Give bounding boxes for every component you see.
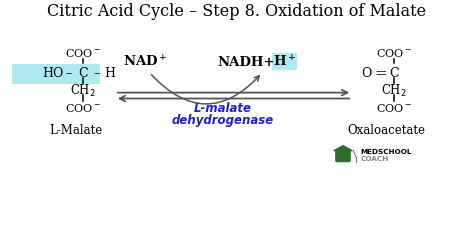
Text: L-malate: L-malate	[194, 103, 252, 115]
FancyArrowPatch shape	[151, 75, 259, 104]
Text: Oxaloacetate: Oxaloacetate	[348, 124, 426, 137]
Text: C: C	[389, 67, 399, 80]
FancyBboxPatch shape	[272, 54, 297, 70]
Text: C: C	[78, 67, 87, 80]
Text: COO$^-$: COO$^-$	[64, 47, 100, 59]
Text: dehydrogenase: dehydrogenase	[172, 114, 274, 127]
Text: Citric Acid Cycle – Step 8. Oxidation of Malate: Citric Acid Cycle – Step 8. Oxidation of…	[47, 3, 427, 20]
Text: O: O	[361, 67, 371, 80]
Text: NADH+: NADH+	[218, 56, 275, 69]
Text: –: –	[93, 67, 100, 80]
FancyBboxPatch shape	[12, 64, 100, 84]
Text: COO$^-$: COO$^-$	[376, 47, 412, 59]
Text: HO: HO	[42, 67, 64, 80]
Text: H: H	[105, 67, 116, 80]
Polygon shape	[333, 145, 353, 156]
Text: H$^+$: H$^+$	[273, 54, 296, 69]
Text: CH$_2$: CH$_2$	[70, 83, 96, 99]
Text: =: =	[375, 67, 388, 81]
Text: COO$^-$: COO$^-$	[376, 102, 412, 114]
FancyBboxPatch shape	[335, 149, 351, 162]
Text: MEDSCHOOL: MEDSCHOOL	[361, 149, 412, 155]
Text: –: –	[66, 67, 72, 80]
Text: CH$_2$: CH$_2$	[381, 83, 407, 99]
Text: NAD$^+$: NAD$^+$	[123, 55, 167, 70]
Text: COACH: COACH	[361, 156, 389, 162]
Text: L-Malate: L-Malate	[49, 124, 102, 137]
Text: COO$^-$: COO$^-$	[64, 102, 100, 114]
